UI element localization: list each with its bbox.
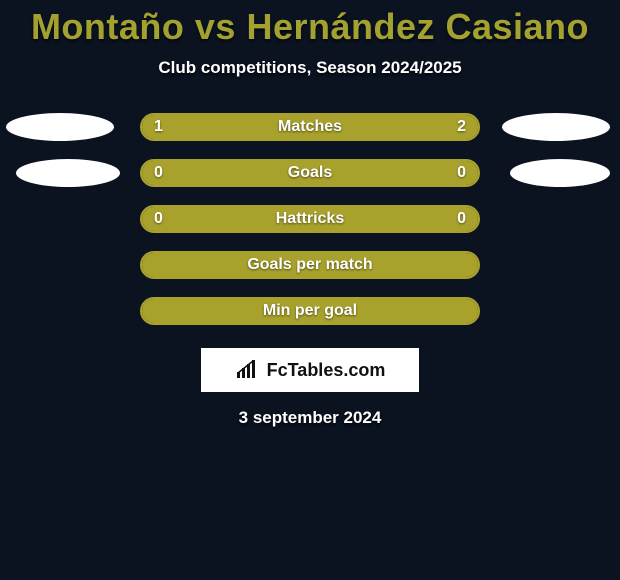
source-logo: FcTables.com xyxy=(201,348,419,392)
stat-label: Goals xyxy=(288,164,332,182)
logo-text: FcTables.com xyxy=(267,360,386,381)
stat-label: Hattricks xyxy=(276,210,344,228)
stat-label: Matches xyxy=(278,118,342,136)
footer-date: 3 september 2024 xyxy=(0,408,620,428)
page-title: Montaño vs Hernández Casiano xyxy=(0,6,620,48)
stat-value-left: 0 xyxy=(154,210,163,228)
stat-value-right: 2 xyxy=(457,118,466,136)
chart-icon xyxy=(235,360,261,380)
stat-value-left: 0 xyxy=(154,164,163,182)
player-right-badge xyxy=(510,159,610,187)
stat-bar-goals: 0 0 Goals xyxy=(140,159,480,187)
player-left-badge xyxy=(6,113,114,141)
stat-label: Goals per match xyxy=(247,256,372,274)
stat-bar-goals_per_match: Goals per match xyxy=(140,251,480,279)
stat-value-left: 1 xyxy=(154,118,163,136)
stat-bar-min_per_goal: Min per goal xyxy=(140,297,480,325)
stat-value-right: 0 xyxy=(457,210,466,228)
stat-row-hattricks: 0 0 Hattricks xyxy=(0,196,620,242)
stat-label: Min per goal xyxy=(263,302,357,320)
stat-row-matches: 1 2 Matches xyxy=(0,104,620,150)
player-right-badge xyxy=(502,113,610,141)
page-subtitle: Club competitions, Season 2024/2025 xyxy=(0,58,620,78)
stat-row-goals_per_match: Goals per match xyxy=(0,242,620,288)
stat-bars: 1 2 Matches 0 0 Goals 0 0 Hattricks Goals per mat… xyxy=(0,104,620,334)
comparison-card: Montaño vs Hernández Casiano Club compet… xyxy=(0,0,620,580)
stat-bar-matches: 1 2 Matches xyxy=(140,113,480,141)
stat-row-goals: 0 0 Goals xyxy=(0,150,620,196)
stat-bar-hattricks: 0 0 Hattricks xyxy=(140,205,480,233)
stat-value-right: 0 xyxy=(457,164,466,182)
stat-row-min_per_goal: Min per goal xyxy=(0,288,620,334)
player-left-badge xyxy=(16,159,120,187)
